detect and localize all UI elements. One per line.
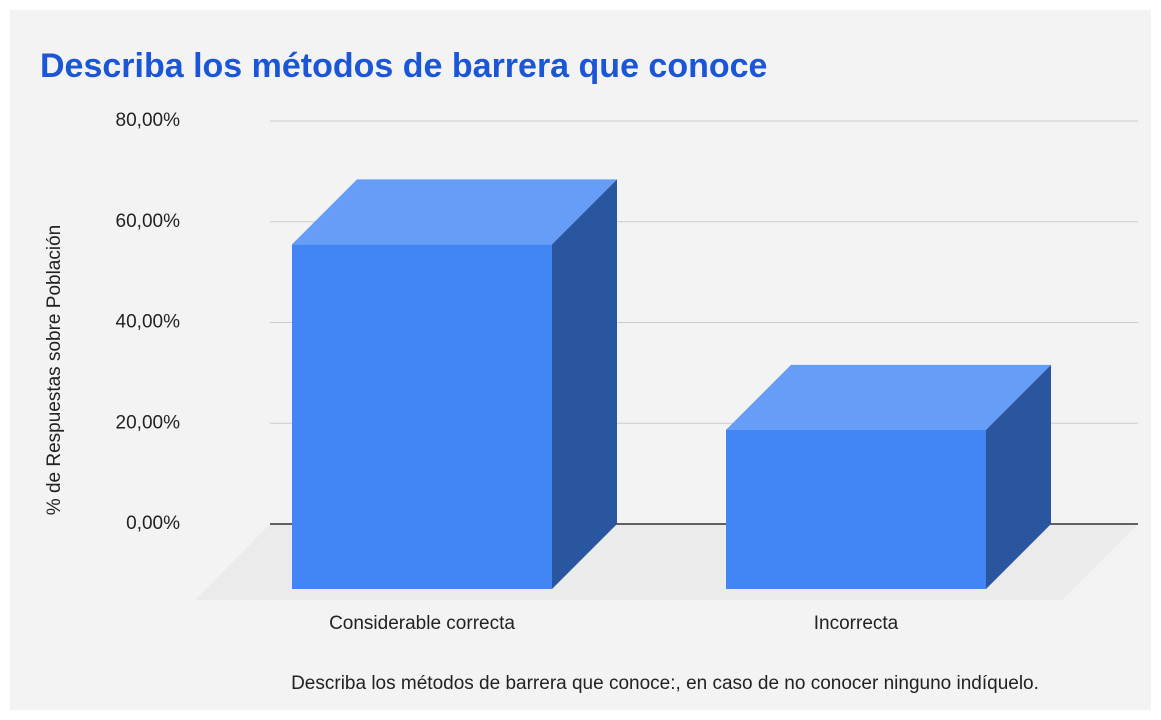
y-tick-label: 40,00% <box>116 312 181 333</box>
y-tick-label: 0,00% <box>126 513 180 534</box>
y-axis-label: % de Respuestas sobre Población <box>44 225 65 515</box>
x-tick-label: Incorrecta <box>814 613 899 634</box>
bar <box>292 244 552 589</box>
x-tick-label: Considerable correcta <box>329 613 515 634</box>
y-tick-label: 60,00% <box>116 211 181 232</box>
bar-side <box>552 179 617 589</box>
chart-title: Describa los métodos de barrera que cono… <box>40 47 767 85</box>
bar-top <box>726 364 1051 430</box>
x-axis-label: Describa los métodos de barrera que cono… <box>291 673 1039 694</box>
y-tick-label: 80,00% <box>116 110 181 131</box>
bar-side <box>986 364 1051 589</box>
y-tick-label: 20,00% <box>116 412 181 433</box>
bar <box>726 429 986 589</box>
bar-top <box>292 179 617 245</box>
